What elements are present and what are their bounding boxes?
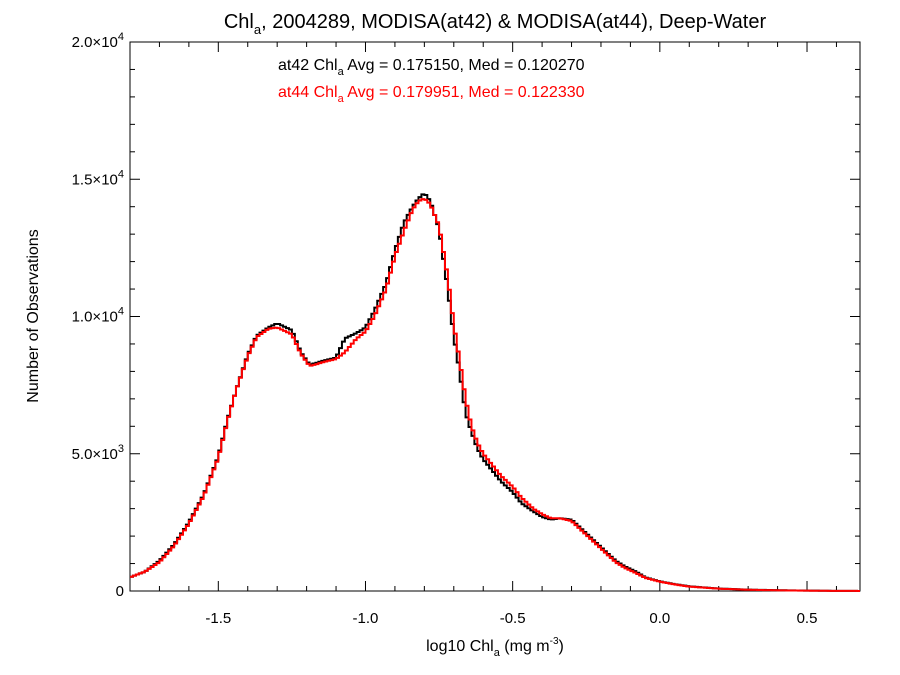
series-line-at44 xyxy=(130,198,860,592)
y-tick-label: 0 xyxy=(116,583,124,600)
x-tick-label: -1.5 xyxy=(205,610,231,627)
legend: at42 Chla Avg = 0.175150, Med = 0.120270… xyxy=(278,57,585,105)
x-axis-title: log10 Chla (mg m-3) xyxy=(426,636,564,659)
legend-entry-at42: at42 Chla Avg = 0.175150, Med = 0.120270 xyxy=(278,57,585,78)
x-tick-label: 0.5 xyxy=(797,610,818,627)
legend-entry-at44: at44 Chla Avg = 0.179951, Med = 0.122330 xyxy=(278,84,585,105)
x-tick-label: 0.0 xyxy=(649,610,670,627)
chart-title: Chla, 2004289, MODISA(at42) & MODISA(at4… xyxy=(224,11,767,37)
x-axis: -1.5 -1.0 -0.5 0.0 0.5 xyxy=(129,42,837,627)
plot-frame xyxy=(129,41,861,592)
y-axis-title: Number of Observations xyxy=(25,229,42,402)
series-group xyxy=(130,193,860,592)
y-tick-label: 1.5×104 xyxy=(72,168,124,188)
x-tick-label: -1.0 xyxy=(353,610,379,627)
y-axis: 0 5.0×103 1.0×104 1.5×104 2.0×104 xyxy=(72,31,860,600)
y-tick-label: 1.0×104 xyxy=(72,306,124,326)
y-tick-label: 2.0×104 xyxy=(72,31,124,51)
x-tick-label: -0.5 xyxy=(500,610,526,627)
y-tick-label: 5.0×103 xyxy=(72,443,124,463)
series-line-at42 xyxy=(130,193,860,592)
